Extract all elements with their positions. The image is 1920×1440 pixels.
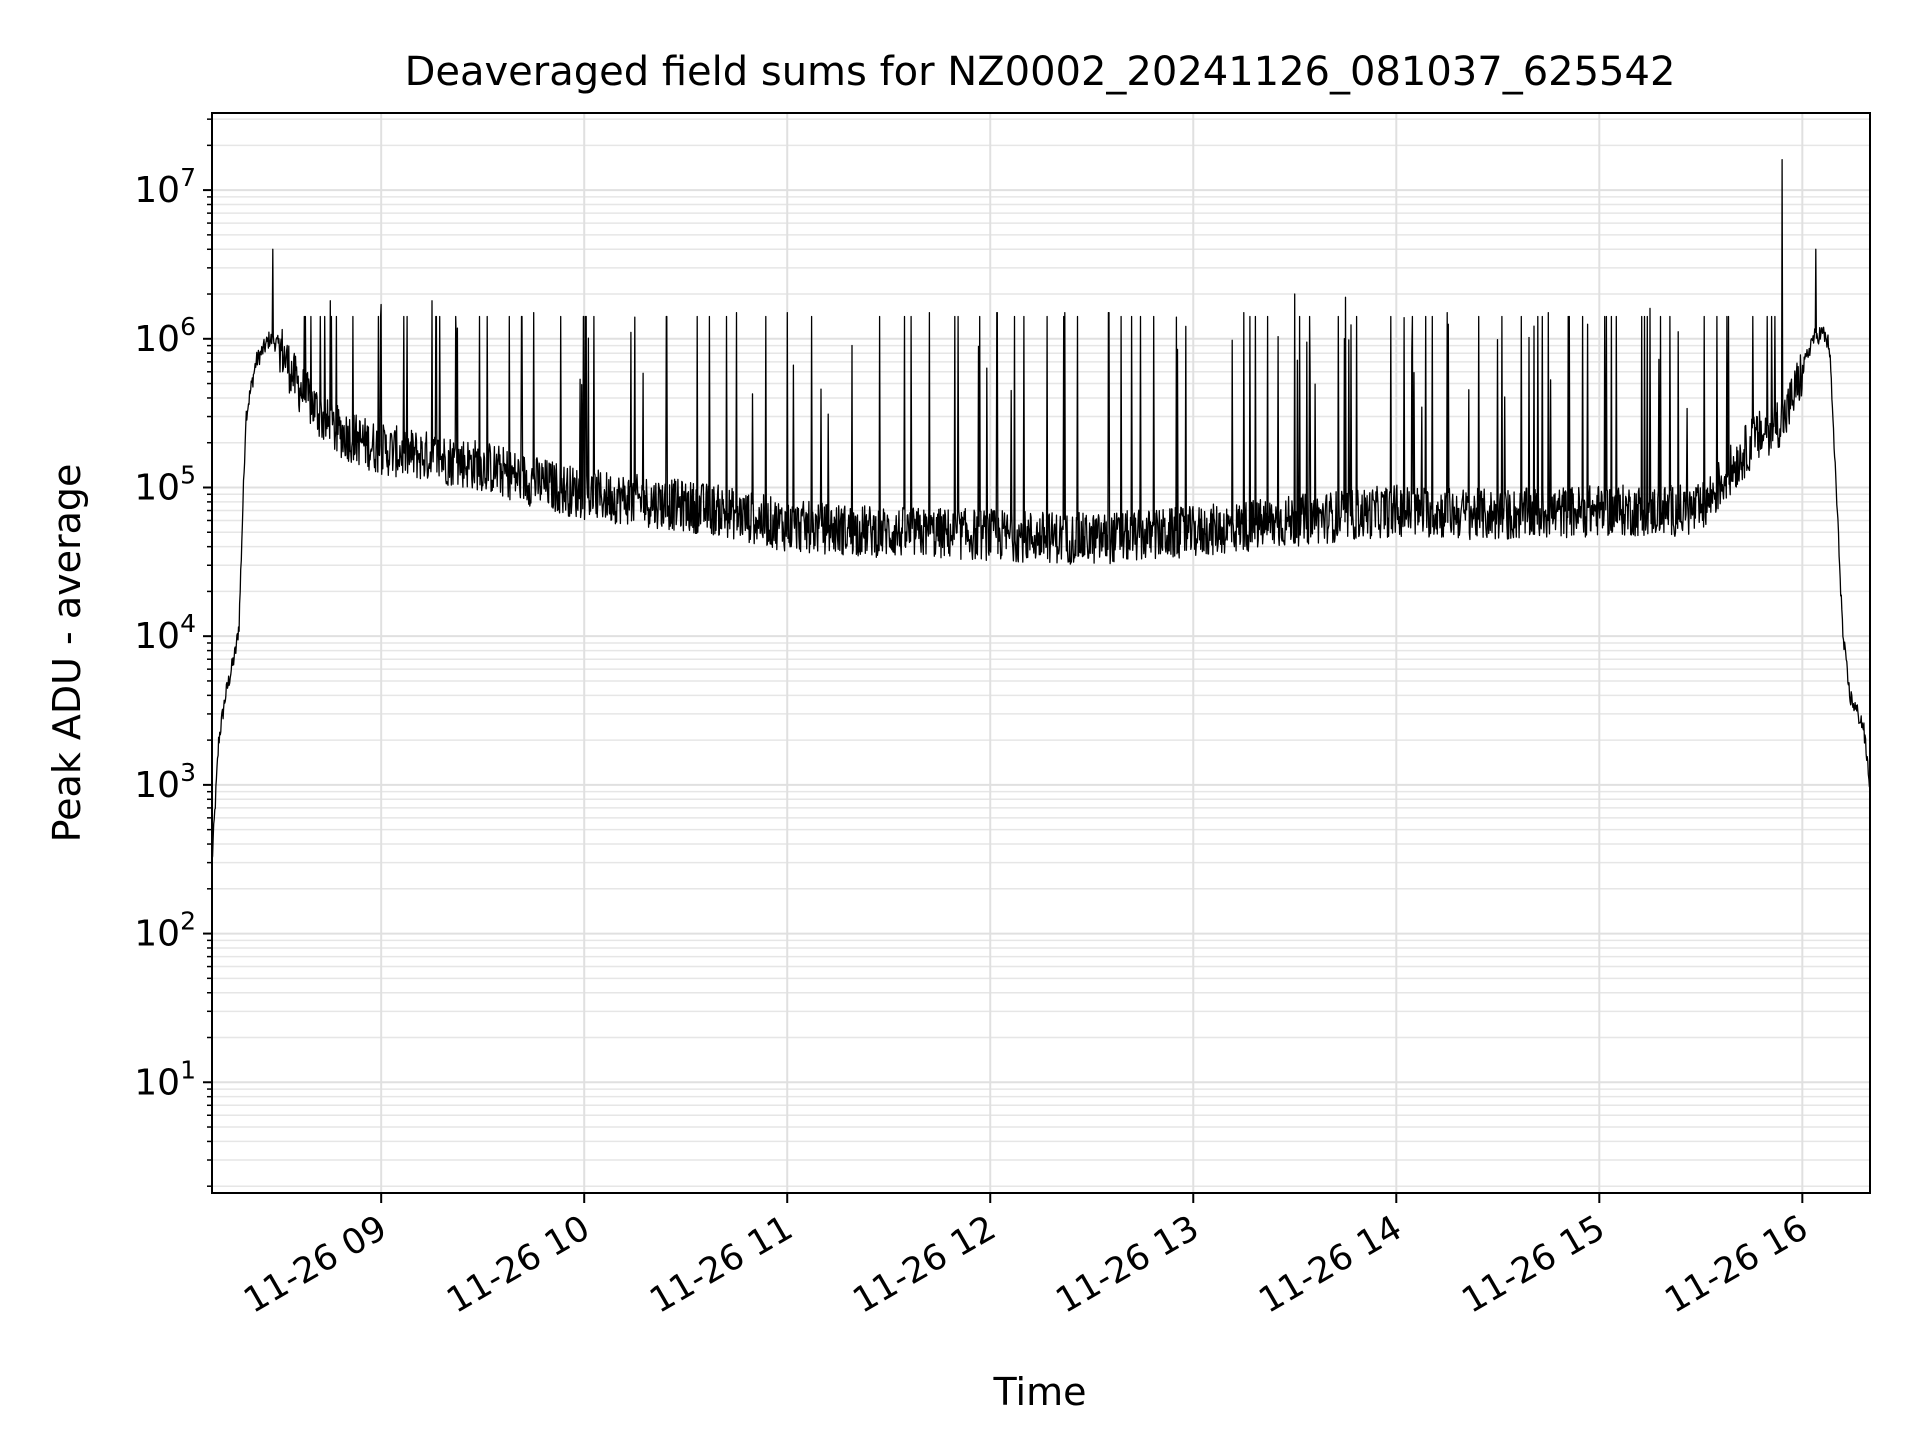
y-tick-label: 103 bbox=[134, 758, 196, 806]
minor-gridlines bbox=[212, 118, 1870, 1187]
y-tick-label: 104 bbox=[134, 609, 196, 657]
series-layer bbox=[212, 159, 1870, 861]
series-line bbox=[212, 159, 1870, 861]
y-tick-label: 106 bbox=[134, 312, 196, 360]
y-tick-label: 107 bbox=[134, 163, 196, 211]
x-axis-label: Time bbox=[993, 1370, 1087, 1414]
plot-area-frame bbox=[211, 112, 1871, 1194]
y-tick-label: 101 bbox=[134, 1055, 196, 1103]
chart-title: Deaveraged field sums for NZ0002_2024112… bbox=[405, 49, 1676, 95]
y-axis: 101 102 103 104 105 106 107 bbox=[134, 118, 212, 1187]
y-axis-label: Peak ADU - average bbox=[45, 464, 89, 843]
y-tick-label: 102 bbox=[134, 907, 196, 955]
major-gridlines bbox=[212, 113, 1870, 1193]
y-tick-label: 105 bbox=[134, 460, 196, 508]
